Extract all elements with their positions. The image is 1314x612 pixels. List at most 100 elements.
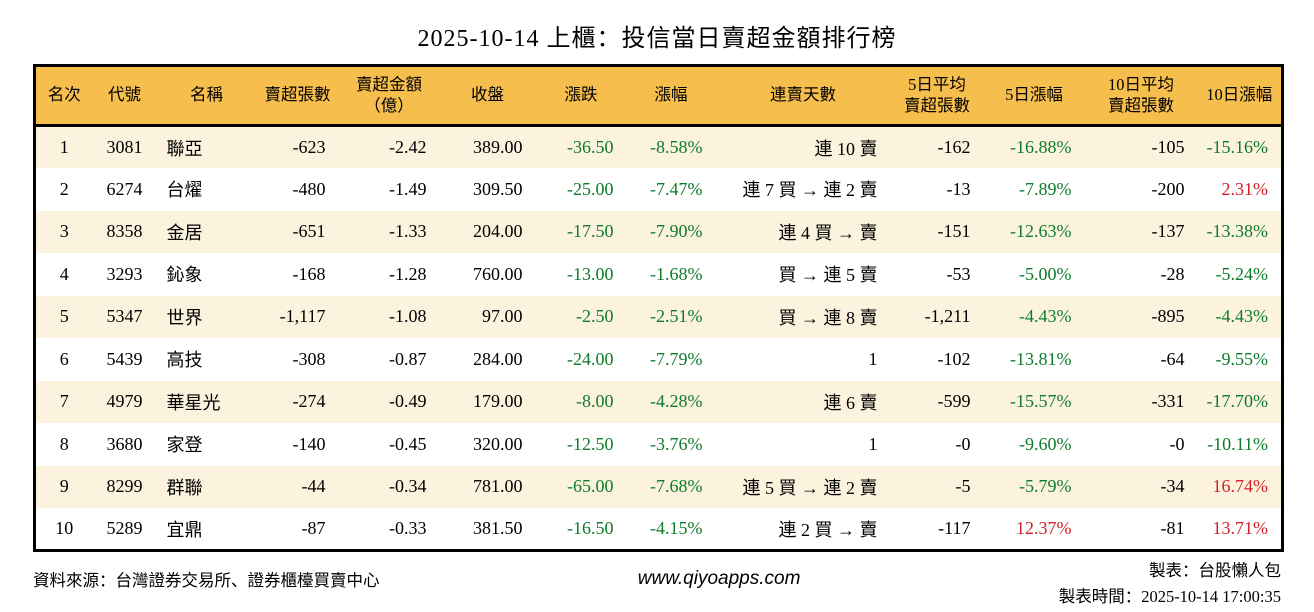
cell: 5347: [106, 306, 143, 327]
column-header-8: 連賣天數: [715, 65, 891, 127]
cell: -16.50: [567, 518, 614, 538]
cell: -1,211: [924, 306, 971, 327]
cell: 連 2 買 → 賣: [778, 519, 878, 540]
cell: -151: [937, 221, 971, 242]
cell: -17.50: [567, 221, 614, 242]
cell: 台燿: [166, 180, 203, 201]
cell: 13.71%: [1212, 518, 1269, 538]
cell: 3680: [106, 433, 143, 454]
cell: -36.50: [567, 137, 614, 157]
cell: -15.57%: [1010, 391, 1072, 412]
table-header: 名次 代號 名稱 賣超張數 賣超金額 （億） 收盤 漲跌 漲幅 連賣天數 5日平均 賣超張數 5日漲…: [34, 65, 1283, 127]
cell: 12.37%: [1016, 518, 1072, 538]
cell: 5439: [106, 348, 143, 369]
cell: 4: [59, 263, 69, 284]
column-header-2: 名稱: [156, 65, 257, 127]
cell: 309.50: [473, 178, 523, 199]
cell: -4.15%: [650, 518, 703, 538]
cell: -0.33: [389, 518, 427, 538]
cell: 1: [868, 348, 878, 369]
cell: -2.42: [389, 137, 427, 157]
cell: 6: [59, 348, 69, 369]
cell: -9.55%: [1215, 348, 1269, 369]
cell: -81: [1160, 518, 1185, 538]
column-header-12: 10日漲幅: [1197, 65, 1283, 127]
table-row: 10 5289 宜鼎 -87 -0.33 381.50 -16.50 -4.15% 連 2 買 …: [34, 508, 1283, 551]
cell: 連 7 買 → 連 2 賣: [742, 180, 878, 201]
cell: 7: [59, 391, 69, 412]
cell: -65.00: [567, 476, 614, 497]
website-label: www.qiyoapps.com: [637, 568, 801, 589]
cell: -4.43%: [1019, 306, 1072, 327]
cell: -2.50: [576, 306, 614, 327]
table-row: 8 3680 家登 -140 -0.45 320.00 -12.50 -3.76% 1 -0 -9.…: [34, 423, 1283, 466]
cell: -12.50: [567, 433, 614, 454]
cell: -0.49: [389, 391, 427, 412]
cell: -308: [292, 348, 326, 369]
cell: -13.38%: [1206, 221, 1269, 242]
cell: -12.63%: [1010, 221, 1072, 242]
cell: -5.00%: [1019, 263, 1072, 284]
cell: 3: [59, 221, 69, 242]
table-row: 7 4979 華星光 -274 -0.49 179.00 -8.00 -4.28% 連 6 賣 -…: [34, 380, 1283, 423]
cell: -895: [1151, 306, 1185, 327]
cell: -200: [1151, 178, 1185, 199]
cell: -7.89%: [1019, 178, 1072, 199]
cell: -10.11%: [1207, 433, 1268, 454]
cell: -28: [1160, 263, 1185, 284]
cell: -53: [946, 263, 971, 284]
cell: 179.00: [473, 391, 523, 412]
cell: -2.51%: [650, 306, 703, 327]
cell: 連 10 賣: [814, 138, 878, 159]
cell: 389.00: [473, 137, 523, 157]
cell: -7.79%: [650, 348, 703, 369]
cell: 8299: [106, 476, 143, 497]
cell: -16.88%: [1010, 137, 1072, 157]
cell: -623: [292, 137, 326, 157]
table-row: 2 6274 台燿 -480 -1.49 309.50 -25.00 -7.47% 連 7 買 …: [34, 168, 1283, 211]
footer-credits: 製表：台股懶人包 製表時間：2025-10-14 17:00:35: [1059, 558, 1281, 609]
column-header-7: 漲幅: [626, 65, 716, 127]
column-header-5: 收盤: [439, 65, 536, 127]
cell: -1.08: [389, 306, 427, 327]
cell: 家登: [166, 435, 203, 456]
cell: -5.79%: [1019, 476, 1072, 497]
cell: -480: [292, 178, 326, 199]
cell: 連 4 買 → 賣: [778, 222, 878, 243]
cell: 金居: [166, 222, 203, 243]
table-body: 1 3081 聯亞 -623 -2.42 389.00 -36.50 -8.58% 連 10 賣…: [34, 125, 1283, 551]
cell: 2.31%: [1221, 178, 1269, 199]
cell: -162: [937, 137, 971, 157]
made-time-label: 製表時間：2025-10-14 17:00:35: [1058, 586, 1281, 606]
data-source-label: 資料來源：台灣證券交易所、證券櫃檯買賣中心: [33, 571, 380, 590]
cell: 284.00: [473, 348, 523, 369]
cell: -331: [1151, 391, 1185, 412]
cell: 宜鼎: [166, 519, 203, 540]
cell: -8.00: [576, 391, 614, 412]
footer: 資料來源：台灣證券交易所、證券櫃檯買賣中心 www.qiyoapps.com 製…: [33, 558, 1281, 609]
cell: -0.87: [389, 348, 427, 369]
cell: 6274: [106, 178, 143, 199]
cell: -4.43%: [1215, 306, 1269, 327]
cell: 鈊象: [166, 265, 203, 286]
cell: -102: [937, 348, 971, 369]
cell: -34: [1160, 476, 1185, 497]
cell: 781.00: [473, 476, 523, 497]
cell: 華星光: [166, 392, 221, 413]
column-header-11: 10日平均 賣超張數: [1084, 65, 1198, 127]
cell: 聯亞: [166, 138, 203, 159]
column-header-9: 5日平均 賣超張數: [890, 65, 984, 127]
cell: -8.58%: [650, 137, 703, 157]
cell: -0: [955, 433, 971, 454]
cell: 買 → 連 5 賣: [778, 265, 878, 286]
cell: 4979: [106, 391, 143, 412]
table-row: 3 8358 金居 -651 -1.33 204.00 -17.50 -7.90% 連 4 買 …: [34, 210, 1283, 253]
cell: -3.76%: [650, 433, 703, 454]
cell: -117: [938, 518, 971, 538]
column-header-1: 代號: [92, 65, 157, 127]
cell: 8: [59, 433, 69, 454]
table-row: 4 3293 鈊象 -168 -1.28 760.00 -13.00 -1.68% 買 → 連 …: [34, 253, 1283, 296]
cell: -5: [955, 476, 971, 497]
cell: 3293: [106, 263, 143, 284]
cell: 3081: [106, 137, 143, 157]
